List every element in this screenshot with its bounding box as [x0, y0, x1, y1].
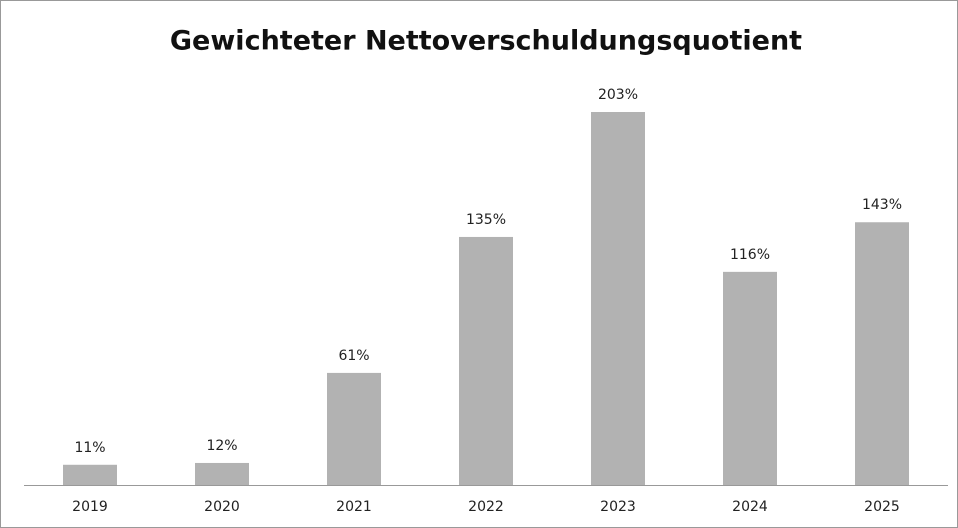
- data-label: 203%: [598, 87, 638, 103]
- x-tick-label: 2019: [72, 499, 108, 515]
- x-tick-label: 2024: [732, 499, 768, 515]
- data-label: 11%: [74, 440, 105, 456]
- data-label: 143%: [862, 197, 902, 213]
- data-label: 116%: [730, 247, 770, 263]
- bar: [591, 112, 645, 485]
- bar: [459, 236, 513, 485]
- bar: [327, 372, 381, 485]
- data-label: 61%: [338, 348, 369, 364]
- chart-title: Gewichteter Nettoverschuldungsquotient: [170, 26, 802, 57]
- x-tick-label: 2023: [600, 499, 636, 515]
- x-tick-label: 2025: [864, 499, 900, 515]
- x-tick-label: 2021: [336, 499, 372, 515]
- bar: [723, 271, 777, 485]
- x-tick-label: 2022: [468, 499, 504, 515]
- bar: [63, 464, 117, 485]
- x-tick-label: 2020: [204, 499, 240, 515]
- data-label: 12%: [206, 438, 237, 454]
- data-label: 135%: [466, 212, 506, 228]
- bar: [855, 222, 909, 485]
- bar: [195, 462, 249, 485]
